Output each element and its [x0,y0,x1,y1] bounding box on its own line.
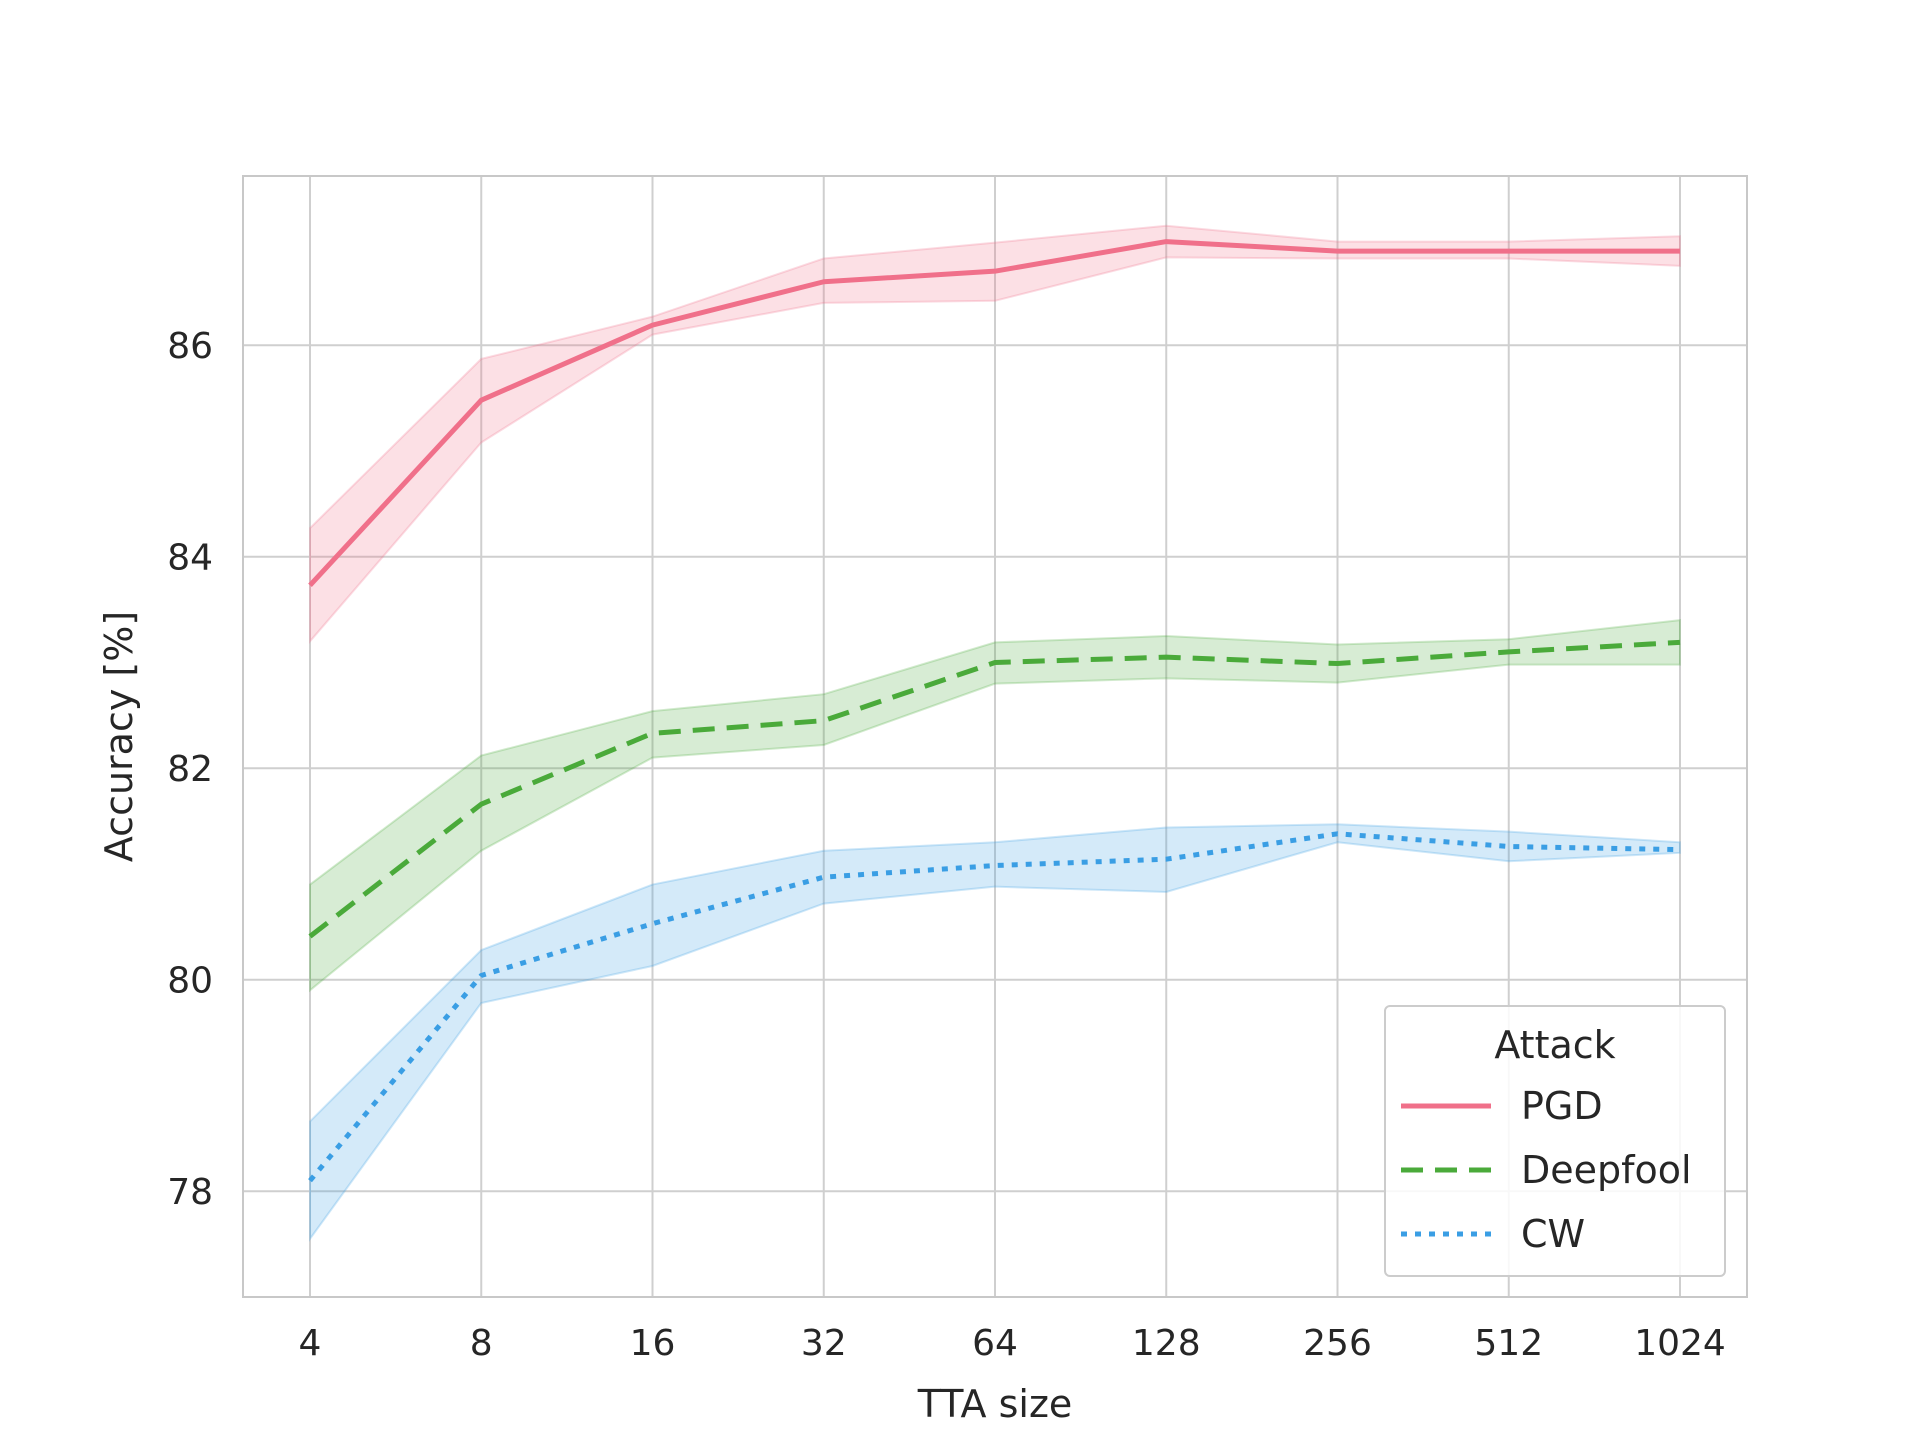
series-line-pgd [308,239,1680,587]
y-axis-ticks: 78 80 82 84 86 [167,326,213,1213]
x-tick-label: 512 [1474,1323,1543,1364]
x-tick-label: 8 [470,1323,493,1364]
x-axis-ticks: 4 8 16 32 64 128 256 512 1024 [299,1323,1726,1364]
plot-frame [242,175,1748,1298]
x-tick-label: 1024 [1634,1323,1726,1364]
legend: Attack PGD Deepfool CW [1384,1005,1726,1277]
x-tick-label: 4 [299,1323,322,1364]
band-cw [309,823,1681,1242]
x-axis-label: TTA size [917,1382,1073,1426]
band-pgd [309,224,1681,645]
x-tick-label: 256 [1303,1323,1372,1364]
y-tick-label: 86 [167,326,213,367]
legend-title: Attack [1494,1023,1615,1067]
x-tick-label: 32 [801,1323,847,1364]
series-line-cw [308,831,1681,1183]
series-line-deepfool [308,639,1681,939]
x-tick-label: 128 [1132,1323,1201,1364]
legend-items: PGD Deepfool CW [1401,1084,1692,1256]
legend-label-deepfool: Deepfool [1521,1148,1692,1192]
legend-label-pgd: PGD [1521,1084,1603,1128]
confidence-bands [309,224,1681,1242]
legend-label-cw: CW [1521,1212,1585,1256]
grid [243,176,1747,1297]
x-tick-label: 16 [630,1323,676,1364]
legend-box [1384,1005,1726,1277]
y-tick-label: 80 [167,961,213,1002]
y-axis-label: Accuracy [%] [97,611,141,862]
y-tick-label: 78 [167,1172,213,1213]
y-tick-label: 82 [167,749,213,790]
band-deepfool [309,619,1681,993]
x-tick-label: 64 [972,1323,1018,1364]
series-lines [308,239,1681,1183]
y-tick-label: 84 [167,538,213,579]
